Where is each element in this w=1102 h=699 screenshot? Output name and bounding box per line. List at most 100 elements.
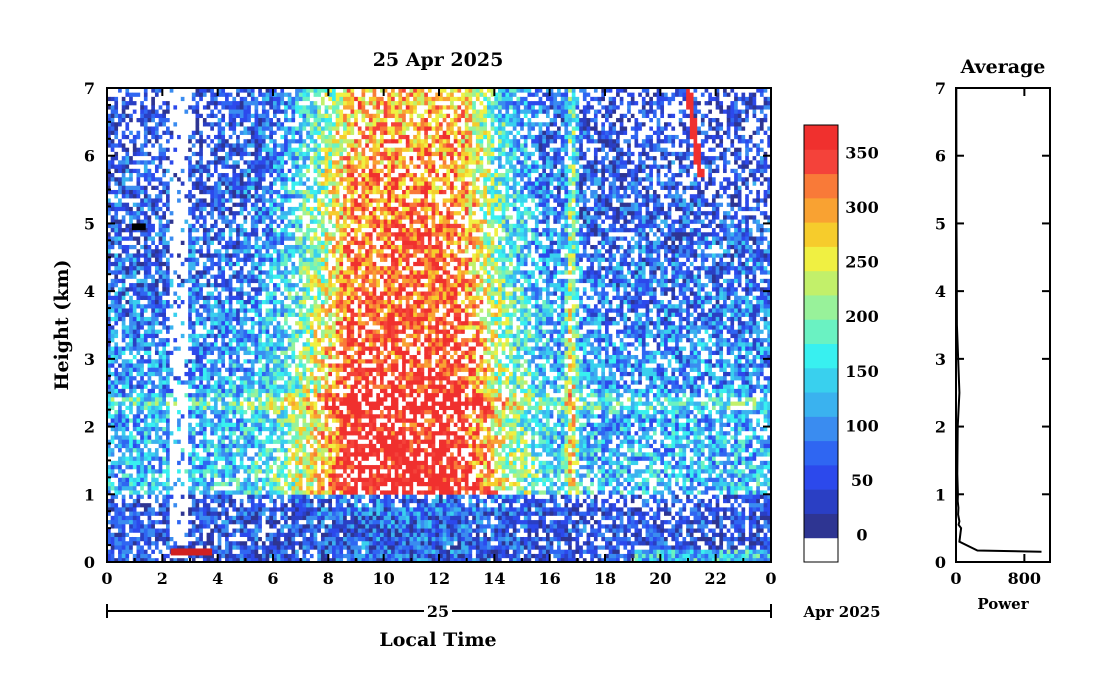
heatmap-cell <box>177 333 182 339</box>
heatmap-cell <box>166 193 171 199</box>
heatmap-cell <box>195 515 200 521</box>
heatmap-cell <box>261 409 267 415</box>
heatmap-cell <box>114 316 119 322</box>
heatmap-cell <box>147 308 152 313</box>
heatmap-cell <box>247 549 252 554</box>
heatmap-cell <box>143 269 148 275</box>
heatmap-cell <box>195 244 200 250</box>
heatmap-cell <box>228 418 233 423</box>
heatmap-cell <box>225 375 230 381</box>
heatmap-cell <box>121 236 126 241</box>
heatmap-cell <box>202 443 207 449</box>
heatmap-cell <box>166 506 171 512</box>
heatmap-cell <box>250 549 255 554</box>
heatmap-cell <box>169 126 174 131</box>
heatmap-cell <box>188 299 193 305</box>
heatmap-cell <box>221 219 226 224</box>
heatmap-cell <box>151 130 156 135</box>
heatmap-cell <box>132 88 137 93</box>
heatmap-cell <box>177 468 182 474</box>
heatmap-cell <box>213 126 219 131</box>
heatmap-cell <box>269 532 274 538</box>
heatmap-cell <box>206 545 211 550</box>
heatmap-cell <box>213 303 219 309</box>
heatmap-cell <box>213 363 219 368</box>
heatmap-cell <box>191 130 196 135</box>
heatmap-cell <box>110 490 115 495</box>
heatmap-cell <box>213 295 219 301</box>
heatmap-cell <box>228 464 233 470</box>
heatmap-cell <box>250 155 255 161</box>
heatmap-cell <box>147 312 152 317</box>
heatmap-cell <box>169 506 174 512</box>
heatmap-cell <box>177 269 182 275</box>
heatmap-cell <box>184 214 189 220</box>
heatmap-cell <box>213 540 219 546</box>
heatmap-cell <box>210 248 215 254</box>
heatmap-cell <box>136 549 141 554</box>
heatmap-cell <box>107 363 112 368</box>
heatmap-cell <box>236 143 241 148</box>
heatmap-cell <box>143 371 148 377</box>
heatmap-cell <box>151 240 156 245</box>
heatmap-cell <box>158 210 163 216</box>
heatmap-cell <box>136 388 141 394</box>
heatmap-cell <box>180 130 185 135</box>
heatmap-cell <box>166 231 171 237</box>
heatmap-cell <box>140 388 145 394</box>
heatmap-cell <box>121 337 126 343</box>
heatmap-cell <box>210 231 215 237</box>
heatmap-cell <box>147 316 152 322</box>
heatmap-cell <box>250 341 255 347</box>
heatmap-cell <box>140 299 145 305</box>
heatmap-cell <box>254 185 259 190</box>
heatmap-cell <box>169 435 174 440</box>
heatmap-cell <box>140 248 145 254</box>
heatmap-cell <box>269 481 274 487</box>
heatmap-cell <box>140 109 145 114</box>
heatmap-cell <box>225 104 230 110</box>
heatmap-cell <box>269 515 274 521</box>
heatmap-cell <box>158 464 163 470</box>
heatmap-cell <box>140 519 145 525</box>
heatmap-cell <box>195 540 200 546</box>
heatmap-cell <box>184 109 189 114</box>
heatmap-cell <box>228 121 233 127</box>
heatmap-cell <box>162 185 167 190</box>
heatmap-cell <box>162 147 167 152</box>
heatmap-cell <box>250 96 255 102</box>
heatmap-cell <box>265 337 270 343</box>
heatmap-cell <box>210 545 215 550</box>
heatmap-cell <box>143 282 148 288</box>
heatmap-cell <box>173 189 178 195</box>
heatmap-cell <box>217 104 222 110</box>
heatmap-cell <box>206 236 211 241</box>
heatmap-cell <box>247 202 252 207</box>
heatmap-cell <box>191 159 196 165</box>
heatmap-cell <box>188 303 193 309</box>
heatmap-cell <box>132 164 137 169</box>
heatmap-cell <box>140 506 145 512</box>
heatmap-cell <box>243 231 248 237</box>
heatmap-cell <box>118 96 123 102</box>
heatmap-cell <box>250 333 255 339</box>
heatmap-cell <box>206 265 211 271</box>
heatmap-cell <box>132 439 137 444</box>
heatmap-cell <box>225 100 230 106</box>
heatmap-cell <box>158 422 163 427</box>
heatmap-cell <box>147 498 152 504</box>
heatmap-cell <box>199 333 204 339</box>
heatmap-cell <box>151 498 156 504</box>
heatmap-cell <box>195 88 200 93</box>
heatmap-cell <box>217 308 222 313</box>
heatmap-cell <box>184 468 189 474</box>
heatmap-cell <box>132 447 137 453</box>
heatmap-cell <box>143 528 148 533</box>
heatmap-cell <box>129 375 134 381</box>
heatmap-cell <box>195 333 200 339</box>
heatmap-cell <box>202 523 207 529</box>
heatmap-cell <box>247 506 252 512</box>
heatmap-cell <box>250 206 255 212</box>
heatmap-cell <box>206 325 211 330</box>
heatmap-cell <box>232 219 237 224</box>
